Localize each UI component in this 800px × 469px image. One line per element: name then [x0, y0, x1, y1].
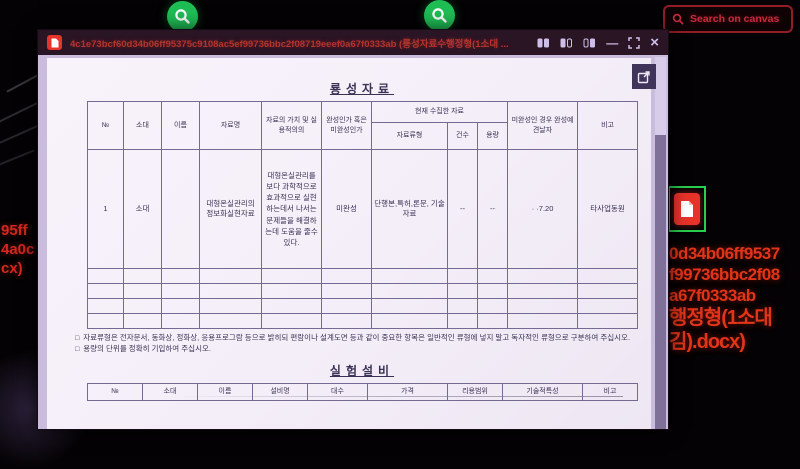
footnote: □ 용량의 단위를 정확히 기입하여 주십시오.: [75, 344, 637, 355]
cell-value: 대형온실관리를 보다 과학적으로 효과적으로 실현하는데서 나서는 문제들을 해…: [261, 149, 322, 269]
col-header-type: 자료류형: [371, 122, 448, 150]
cell-expected: · ·7.20: [507, 149, 579, 269]
cell-status: 미완성: [321, 149, 372, 269]
page-glyph-icon: [51, 38, 58, 47]
document-page: 룡성자료 № 소대 이름 자료명 자료의 가: [47, 58, 651, 429]
cell-remark: 타사업동원: [577, 149, 639, 269]
note-text: 용량의 단위를 정확히 기입하여 주십시오.: [83, 343, 211, 353]
equipment-table: № 소대 이름 설비명 대수 가격 리용범위 기술적특성 비고: [87, 382, 638, 401]
window-controls: — ×: [537, 33, 659, 51]
page-glyph-icon: [681, 201, 693, 217]
window-title: 4c1e73bcf60d34b06ff95375c9108ac5ef99736b…: [70, 38, 509, 50]
col-header: 가격: [367, 382, 448, 401]
col-header-count: 건수: [447, 122, 478, 150]
table-row: 1 소대 대형온실관리의 정보화실현자료 대형온실관리를 보다 과학적으로 효과…: [87, 149, 639, 269]
col-header-volume: 용량: [476, 122, 509, 150]
col-header: 비고: [582, 382, 638, 401]
note-bullet: □: [75, 345, 80, 353]
selected-file[interactable]: [668, 186, 706, 232]
restore-icon: [628, 36, 640, 49]
split-view-icon[interactable]: [583, 38, 596, 48]
search-marker[interactable]: [167, 1, 198, 32]
col-header-value: 자료의 가치 및 실용적의의: [261, 101, 322, 150]
scrollbar-thumb[interactable]: [655, 57, 666, 135]
col-header-remark: 비고: [577, 101, 639, 150]
screen-reflection: [0, 149, 35, 169]
empty-row: [87, 313, 639, 329]
document-content: 룡성자료 № 소대 이름 자료명 자료의 가: [75, 80, 639, 401]
col-header-status: 완성인가 혹은 미완성인가: [321, 101, 372, 150]
note-text: 자료류형은 전자문서, 동화상, 정화상, 응용프로그람 등으로 밝히되 편람이…: [83, 333, 631, 342]
search-label: Search on canvas: [690, 13, 780, 25]
footnote: □ 자료류형은 전자문서, 동화상, 정화상, 응용프로그람 등으로 밝히되 편…: [75, 333, 637, 344]
col-header: №: [87, 382, 143, 401]
col-header: 리용범위: [447, 382, 503, 401]
split-view-icon[interactable]: [537, 38, 550, 48]
col-header-material: 자료명: [199, 101, 262, 150]
col-header-expected: 미완성인 경우 완성예견날자: [507, 101, 579, 150]
document-icon: [47, 35, 62, 50]
materials-table: № 소대 이름 자료명 자료의 가치 및 실용적의의 완성인가 혹은 미완성인가…: [87, 101, 639, 329]
cell-name: [161, 149, 200, 269]
overlay-line: 95ff: [1, 222, 28, 239]
overlay-line: cx): [1, 260, 23, 277]
footnotes: □ 자료류형은 전자문서, 동화상, 정화상, 응용프로그람 등으로 밝히되 편…: [75, 333, 637, 355]
col-header: 설비명: [252, 382, 308, 401]
col-header: 이름: [197, 382, 253, 401]
cell-no: 1: [87, 149, 124, 269]
minimize-button[interactable]: —: [606, 35, 619, 50]
screen-reflection: [0, 124, 40, 148]
open-external-icon: [637, 70, 650, 83]
cell-type: 단행본,특허,론문, 기술자료: [371, 149, 448, 269]
note-bullet: □: [75, 335, 80, 342]
col-header: 기술적특성: [502, 382, 583, 401]
col-header-platoon: 소대: [123, 101, 162, 150]
document-heading: 실험설비: [329, 363, 395, 378]
col-header-collected: 현재 수집한 자료: [370, 101, 509, 123]
overlay-line: a67f0333ab: [669, 286, 756, 305]
canvas-overlay-text-right: 0d34b06ff9537 f99736bbc2f08 a67f0333ab 행…: [669, 243, 780, 354]
canvas-overlay-text-left: 95ff 4a0c cx): [1, 221, 34, 278]
close-button[interactable]: ×: [650, 33, 659, 51]
search-icon: [672, 13, 684, 25]
cell-material: 대형온실관리의 정보화실현자료: [199, 149, 262, 269]
col-header-no: №: [87, 101, 124, 150]
split-view-icon[interactable]: [560, 38, 573, 48]
magnifier-icon: [432, 8, 447, 23]
document-viewer-window: 4c1e73bcf60d34b06ff95375c9108ac5ef99736b…: [38, 30, 668, 429]
magnifier-icon: [175, 9, 190, 24]
document-icon: [674, 193, 700, 225]
search-on-canvas-button[interactable]: Search on canvas: [663, 5, 793, 33]
open-external-button[interactable]: [632, 64, 656, 89]
restore-button[interactable]: [628, 36, 640, 49]
document-heading: 룡성자료: [329, 82, 395, 96]
overlay-line: 0d34b06ff9537: [669, 244, 780, 263]
col-header: 대수: [307, 382, 368, 401]
col-header-name: 이름: [161, 101, 200, 150]
col-header: 소대: [142, 382, 198, 401]
overlay-line: 행정형(1소대: [669, 307, 773, 329]
overlay-line: f99736bbc2f08: [669, 265, 780, 284]
cell-platoon: 소대: [123, 149, 162, 269]
search-marker[interactable]: [424, 0, 455, 31]
overlay-line: 4a0c: [1, 241, 35, 258]
cell-volume: --: [476, 149, 509, 269]
screen-reflection: [0, 99, 44, 127]
overlay-line: 김).docx): [669, 331, 746, 353]
empty-row: [87, 268, 639, 284]
cell-count: --: [447, 149, 478, 269]
window-titlebar[interactable]: 4c1e73bcf60d34b06ff95375c9108ac5ef99736b…: [38, 30, 668, 55]
empty-row: [87, 298, 639, 314]
window-body: 룡성자료 № 소대 이름 자료명 자료의 가: [38, 55, 668, 429]
empty-row: [87, 283, 639, 299]
scrollbar-track[interactable]: [655, 57, 666, 429]
